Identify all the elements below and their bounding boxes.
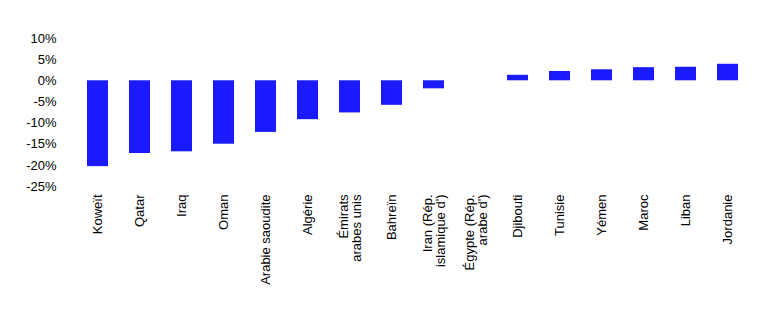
- svg-text:Arabie saoudite: Arabie saoudite: [258, 195, 273, 285]
- svg-text:Émiratsarabes unis: Émiratsarabes unis: [336, 194, 364, 262]
- svg-text:0%: 0%: [38, 73, 57, 88]
- svg-text:Algérie: Algérie: [300, 195, 315, 235]
- svg-text:Djibouti: Djibouti: [510, 194, 525, 237]
- svg-text:Koweït: Koweït: [90, 194, 105, 234]
- svg-text:-5%: -5%: [33, 94, 57, 109]
- svg-text:Égypte (Rép.arabe d'): Égypte (Rép.arabe d'): [462, 195, 490, 271]
- svg-text:Bahreïn: Bahreïn: [384, 195, 399, 241]
- svg-text:Iraq: Iraq: [174, 195, 189, 217]
- svg-text:10%: 10%: [30, 31, 56, 46]
- svg-text:Iran (Rép.islamique d'): Iran (Rép.islamique d'): [420, 195, 448, 268]
- svg-text:-20%: -20%: [26, 158, 57, 173]
- svg-text:-15%: -15%: [26, 136, 57, 151]
- svg-text:Qatar: Qatar: [132, 194, 147, 227]
- svg-text:Yémen: Yémen: [594, 195, 609, 236]
- svg-text:Maroc: Maroc: [636, 194, 651, 231]
- svg-text:-10%: -10%: [26, 115, 57, 130]
- svg-text:Jordanie: Jordanie: [720, 195, 735, 245]
- svg-text:Oman: Oman: [216, 195, 231, 230]
- svg-text:5%: 5%: [38, 52, 57, 67]
- svg-text:Tunisie: Tunisie: [552, 195, 567, 236]
- svg-text:Liban: Liban: [678, 195, 693, 227]
- svg-text:-25%: -25%: [26, 179, 57, 194]
